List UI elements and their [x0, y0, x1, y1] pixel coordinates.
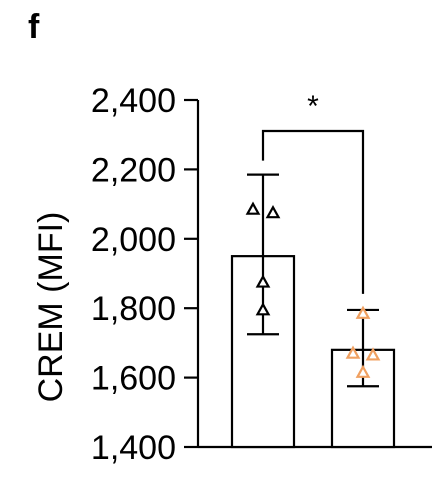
y-tick-label: 1,400: [91, 429, 176, 467]
data-point: [355, 305, 371, 319]
significance-bracket: [261, 129, 365, 294]
significance-star: *: [307, 90, 319, 123]
y-tick-label: 2,400: [91, 82, 176, 120]
y-tick-label: 1,800: [91, 290, 176, 328]
data-point: [265, 205, 281, 219]
y-axis-title-group: CREM (MFI): [32, 212, 70, 403]
data-point: [365, 347, 381, 361]
significance-annotation: *: [261, 90, 365, 294]
data-point: [255, 302, 271, 316]
data-point: [255, 274, 271, 288]
bars: [230, 255, 396, 449]
data-point: [245, 201, 261, 215]
y-axis-title: CREM (MFI): [32, 212, 70, 403]
y-tick-label: 2,000: [91, 221, 176, 259]
y-axis: 1,400 1,600 1,800 2,000 2,200 2,400: [91, 82, 432, 467]
data-point: [355, 364, 371, 378]
panel-label: f: [28, 8, 40, 46]
y-tick-label: 2,200: [91, 151, 176, 189]
data-points: [245, 201, 381, 378]
data-point: [345, 345, 361, 359]
y-tick-label: 1,600: [91, 360, 176, 398]
